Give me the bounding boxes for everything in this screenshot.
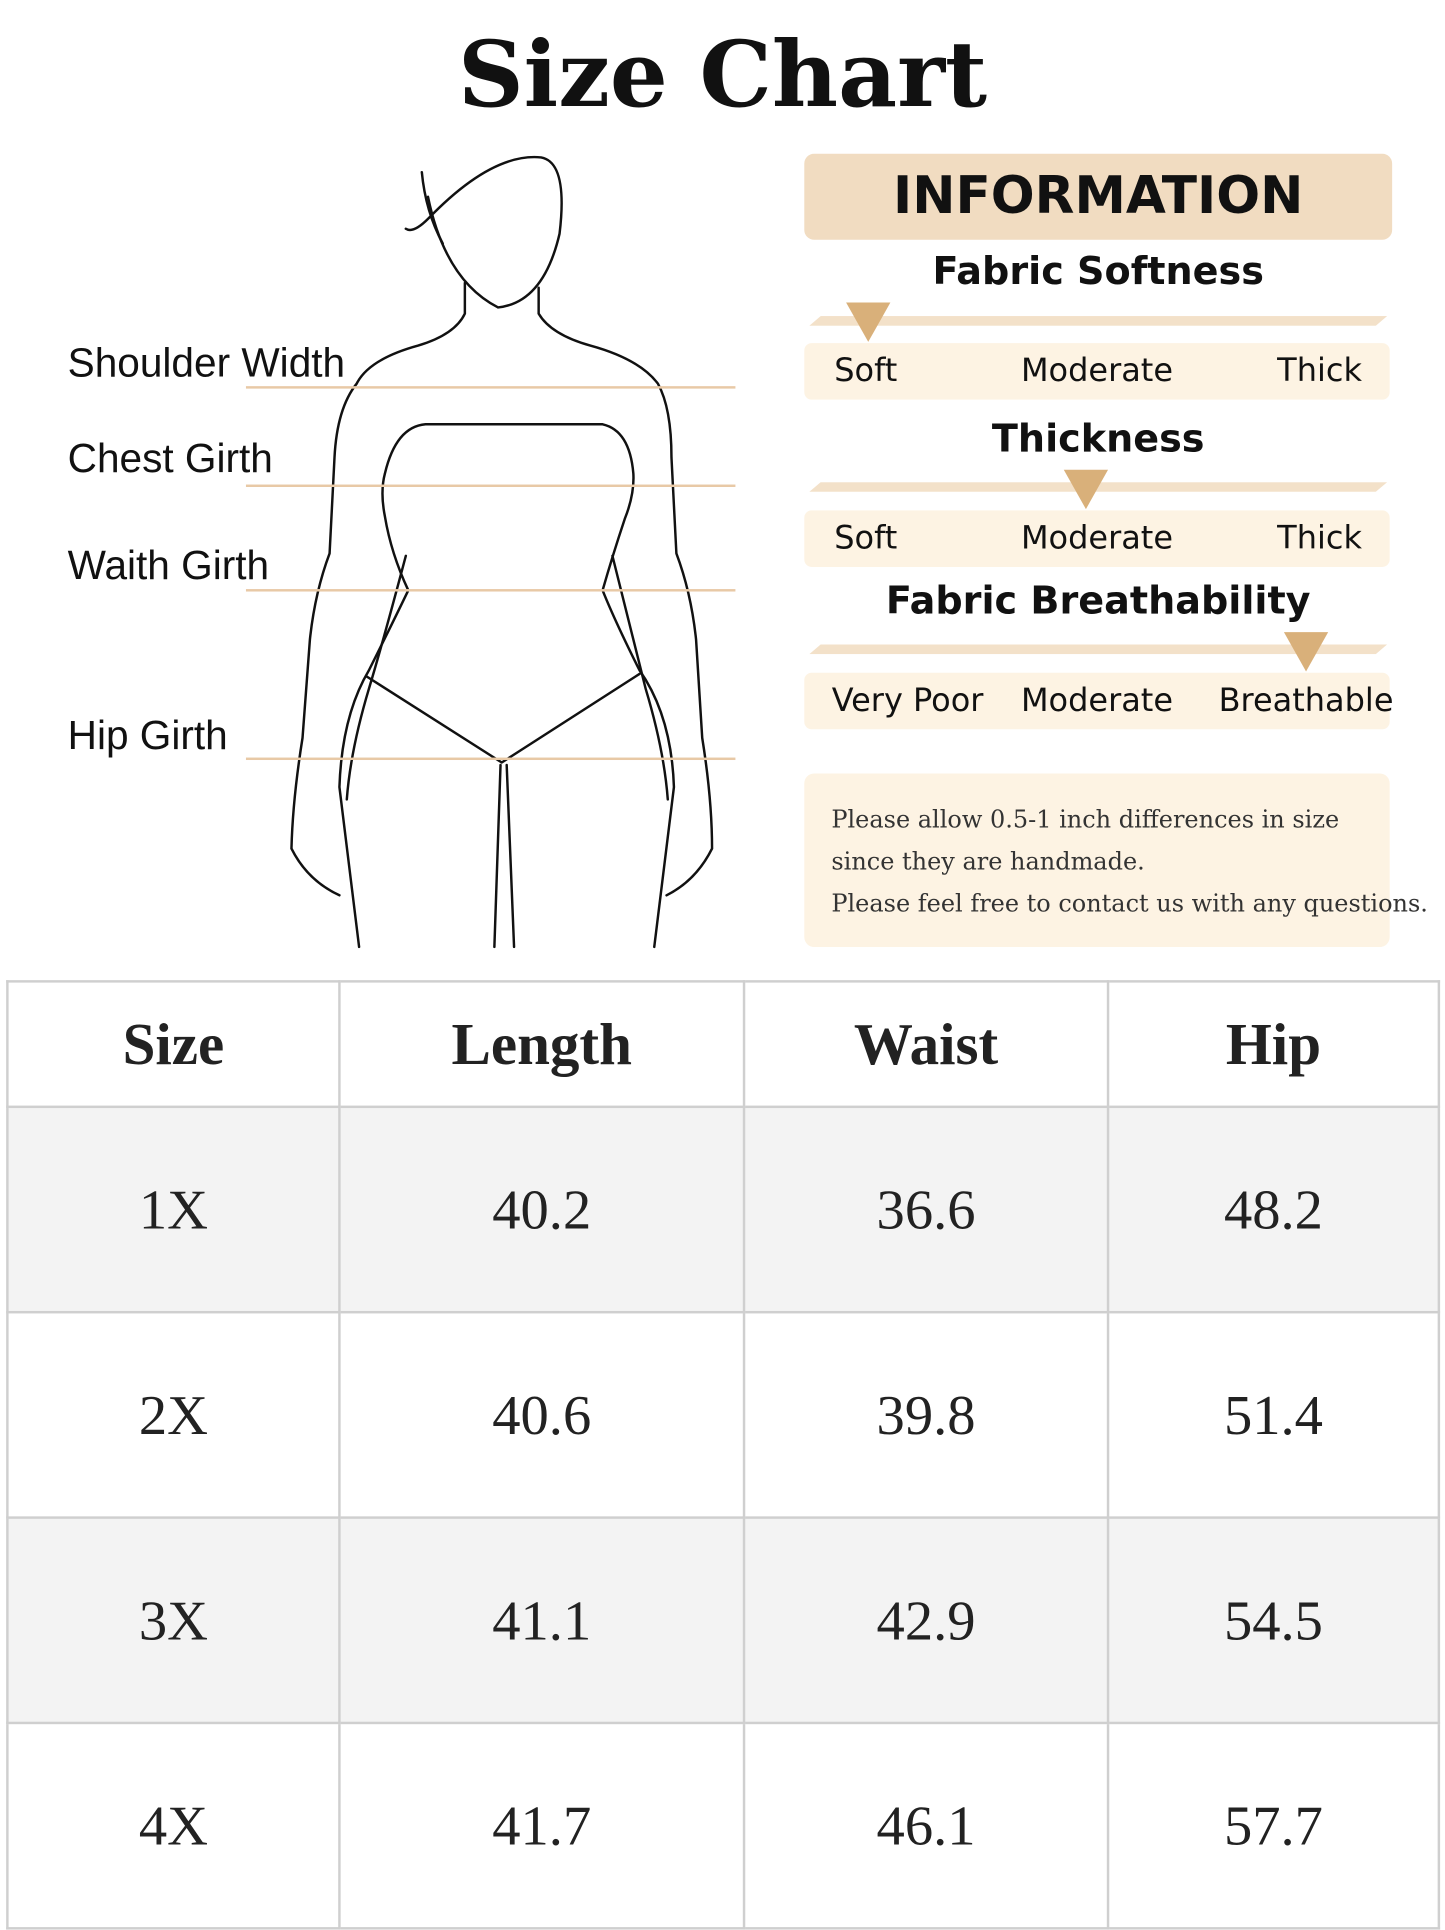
waist-girth-label: Waith Girth — [67, 542, 270, 588]
header-hip: Hip — [1106, 980, 1441, 1109]
option-moderate: Moderate — [1020, 352, 1174, 390]
softness-scale-bar — [809, 316, 1388, 326]
option-thick: Thick — [1277, 520, 1362, 558]
fabric-softness-title: Fabric Softness — [932, 249, 1264, 294]
cell-size: 3X — [6, 1516, 341, 1725]
option-soft: Soft — [834, 520, 898, 558]
cell-hip: 57.7 — [1106, 1721, 1441, 1930]
note-line: Please allow 0.5-1 inch differences in s… — [831, 805, 1340, 834]
option-moderate: Moderate — [1020, 682, 1174, 720]
cell-length: 40.2 — [338, 1105, 746, 1314]
chest-girth-label: Chest Girth — [67, 435, 273, 481]
cell-hip: 54.5 — [1106, 1516, 1441, 1725]
cell-length: 41.7 — [338, 1721, 746, 1930]
shoulder-width-label: Shoulder Width — [67, 339, 346, 385]
thickness-options: Soft Moderate Thick — [804, 510, 1390, 567]
softness-options: Soft Moderate Thick — [804, 343, 1390, 400]
hip-girth-line — [245, 757, 736, 761]
handmade-note: Please allow 0.5-1 inch differences in s… — [804, 773, 1428, 947]
option-very-poor: Very Poor — [831, 682, 984, 720]
waist-girth-line — [245, 589, 736, 592]
table-header-row: Size Length Waist Hip — [6, 980, 1441, 1109]
table-row: 2X 40.6 39.8 51.4 — [6, 1310, 1441, 1519]
information-header: INFORMATION — [804, 153, 1393, 240]
option-thick: Thick — [1277, 352, 1362, 390]
cell-waist: 36.6 — [742, 1105, 1110, 1314]
option-moderate: Moderate — [1020, 520, 1174, 558]
header-size: Size — [6, 980, 341, 1109]
fabric-breathability-title: Fabric Breathability — [885, 579, 1311, 624]
cell-waist: 46.1 — [742, 1721, 1110, 1930]
breathability-options: Very Poor Moderate Breathable — [804, 672, 1393, 730]
page-title: Size Chart — [457, 22, 988, 128]
breathability-scale-bar — [809, 644, 1388, 655]
table-row: 1X 40.2 36.6 48.2 — [6, 1105, 1441, 1314]
size-table: Size Length Waist Hip 1X 40.2 36.6 48.2 … — [6, 980, 1441, 1930]
note-line: since they are handmade. — [831, 847, 1145, 876]
body-figure-illustration — [290, 155, 714, 949]
cell-waist: 42.9 — [742, 1516, 1110, 1725]
header-waist: Waist — [742, 980, 1110, 1109]
cell-hip: 51.4 — [1106, 1310, 1441, 1519]
cell-size: 4X — [6, 1721, 341, 1930]
thickness-title: Thickness — [991, 416, 1205, 462]
shoulder-width-line — [245, 386, 736, 389]
table-row: 4X 41.7 46.1 57.7 — [6, 1721, 1441, 1930]
cell-waist: 39.8 — [742, 1310, 1110, 1519]
table-row: 3X 41.1 42.9 54.5 — [6, 1516, 1441, 1725]
header-length: Length — [338, 980, 746, 1109]
option-breathable: Breathable — [1218, 682, 1394, 720]
cell-size: 1X — [6, 1105, 341, 1314]
cell-length: 40.6 — [338, 1310, 746, 1519]
cell-size: 2X — [6, 1310, 341, 1519]
hip-girth-label: Hip Girth — [67, 712, 228, 758]
chest-girth-line — [245, 484, 736, 488]
cell-hip: 48.2 — [1106, 1105, 1441, 1314]
note-line: Please feel free to contact us with any … — [831, 889, 1428, 918]
softness-indicator-icon — [846, 302, 891, 342]
thickness-indicator-icon — [1063, 469, 1109, 510]
breathability-indicator-icon — [1283, 632, 1329, 672]
cell-length: 41.1 — [338, 1516, 746, 1725]
option-soft: Soft — [834, 352, 898, 390]
